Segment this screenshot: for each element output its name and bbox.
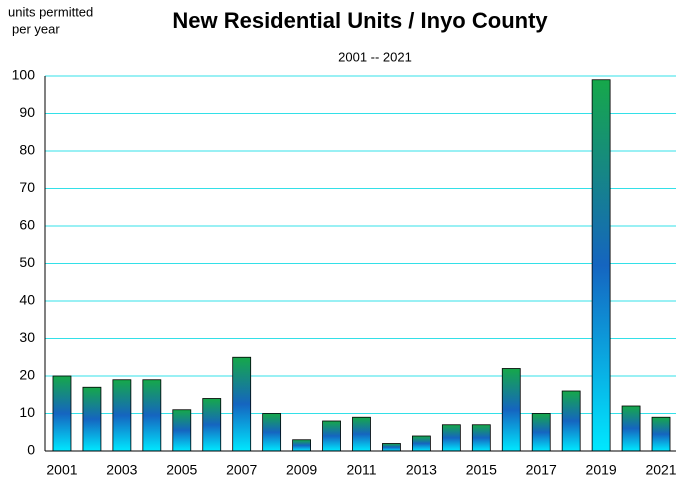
bar bbox=[352, 416, 371, 452]
x-tick-label: 2019 bbox=[586, 462, 617, 478]
x-tick-label: 2007 bbox=[226, 462, 257, 478]
bar bbox=[292, 439, 311, 452]
bar bbox=[471, 424, 491, 452]
x-tick-label: 2017 bbox=[526, 462, 557, 478]
bar bbox=[112, 379, 132, 452]
bar bbox=[82, 386, 102, 452]
bar bbox=[651, 416, 671, 452]
y-tick-label: 10 bbox=[19, 404, 35, 420]
x-tick-label: 2011 bbox=[346, 462, 376, 478]
x-tick-label: 2009 bbox=[286, 462, 317, 478]
y-tick-label: 90 bbox=[19, 104, 35, 120]
y-axis-label: per year bbox=[12, 21, 60, 36]
y-tick-label: 60 bbox=[19, 217, 35, 233]
x-tick-label: 2015 bbox=[466, 462, 497, 478]
bar bbox=[202, 398, 222, 452]
bar bbox=[412, 435, 431, 452]
y-axis-label: units permitted bbox=[8, 4, 93, 19]
bar bbox=[262, 413, 282, 452]
x-tick-label: 2001 bbox=[46, 462, 77, 478]
bar bbox=[322, 420, 341, 452]
y-tick-label: 80 bbox=[19, 142, 35, 158]
y-tick-label: 70 bbox=[19, 179, 35, 195]
bar bbox=[142, 379, 162, 452]
y-tick-label: 20 bbox=[19, 367, 35, 383]
y-tick-label: 30 bbox=[19, 329, 35, 345]
bar bbox=[561, 390, 581, 452]
x-tick-label: 2021 bbox=[645, 462, 676, 478]
bar bbox=[232, 356, 252, 452]
y-tick-label: 0 bbox=[27, 442, 35, 458]
bar bbox=[621, 405, 641, 452]
chart-title: New Residential Units / Inyo County bbox=[172, 8, 548, 33]
y-tick-label: 50 bbox=[19, 254, 35, 270]
bar bbox=[382, 443, 401, 452]
x-tick-label: 2013 bbox=[406, 462, 437, 478]
chart-subtitle: 2001 -- 2021 bbox=[338, 49, 412, 64]
x-tick-label: 2003 bbox=[106, 462, 137, 478]
y-tick-label: 40 bbox=[19, 292, 35, 308]
bar bbox=[531, 413, 551, 452]
x-tick-label: 2005 bbox=[166, 462, 197, 478]
bar bbox=[52, 375, 72, 452]
bar bbox=[591, 79, 611, 452]
bar bbox=[172, 409, 192, 452]
y-tick-label: 100 bbox=[12, 67, 36, 83]
bar bbox=[501, 368, 521, 452]
bar bbox=[441, 424, 461, 452]
